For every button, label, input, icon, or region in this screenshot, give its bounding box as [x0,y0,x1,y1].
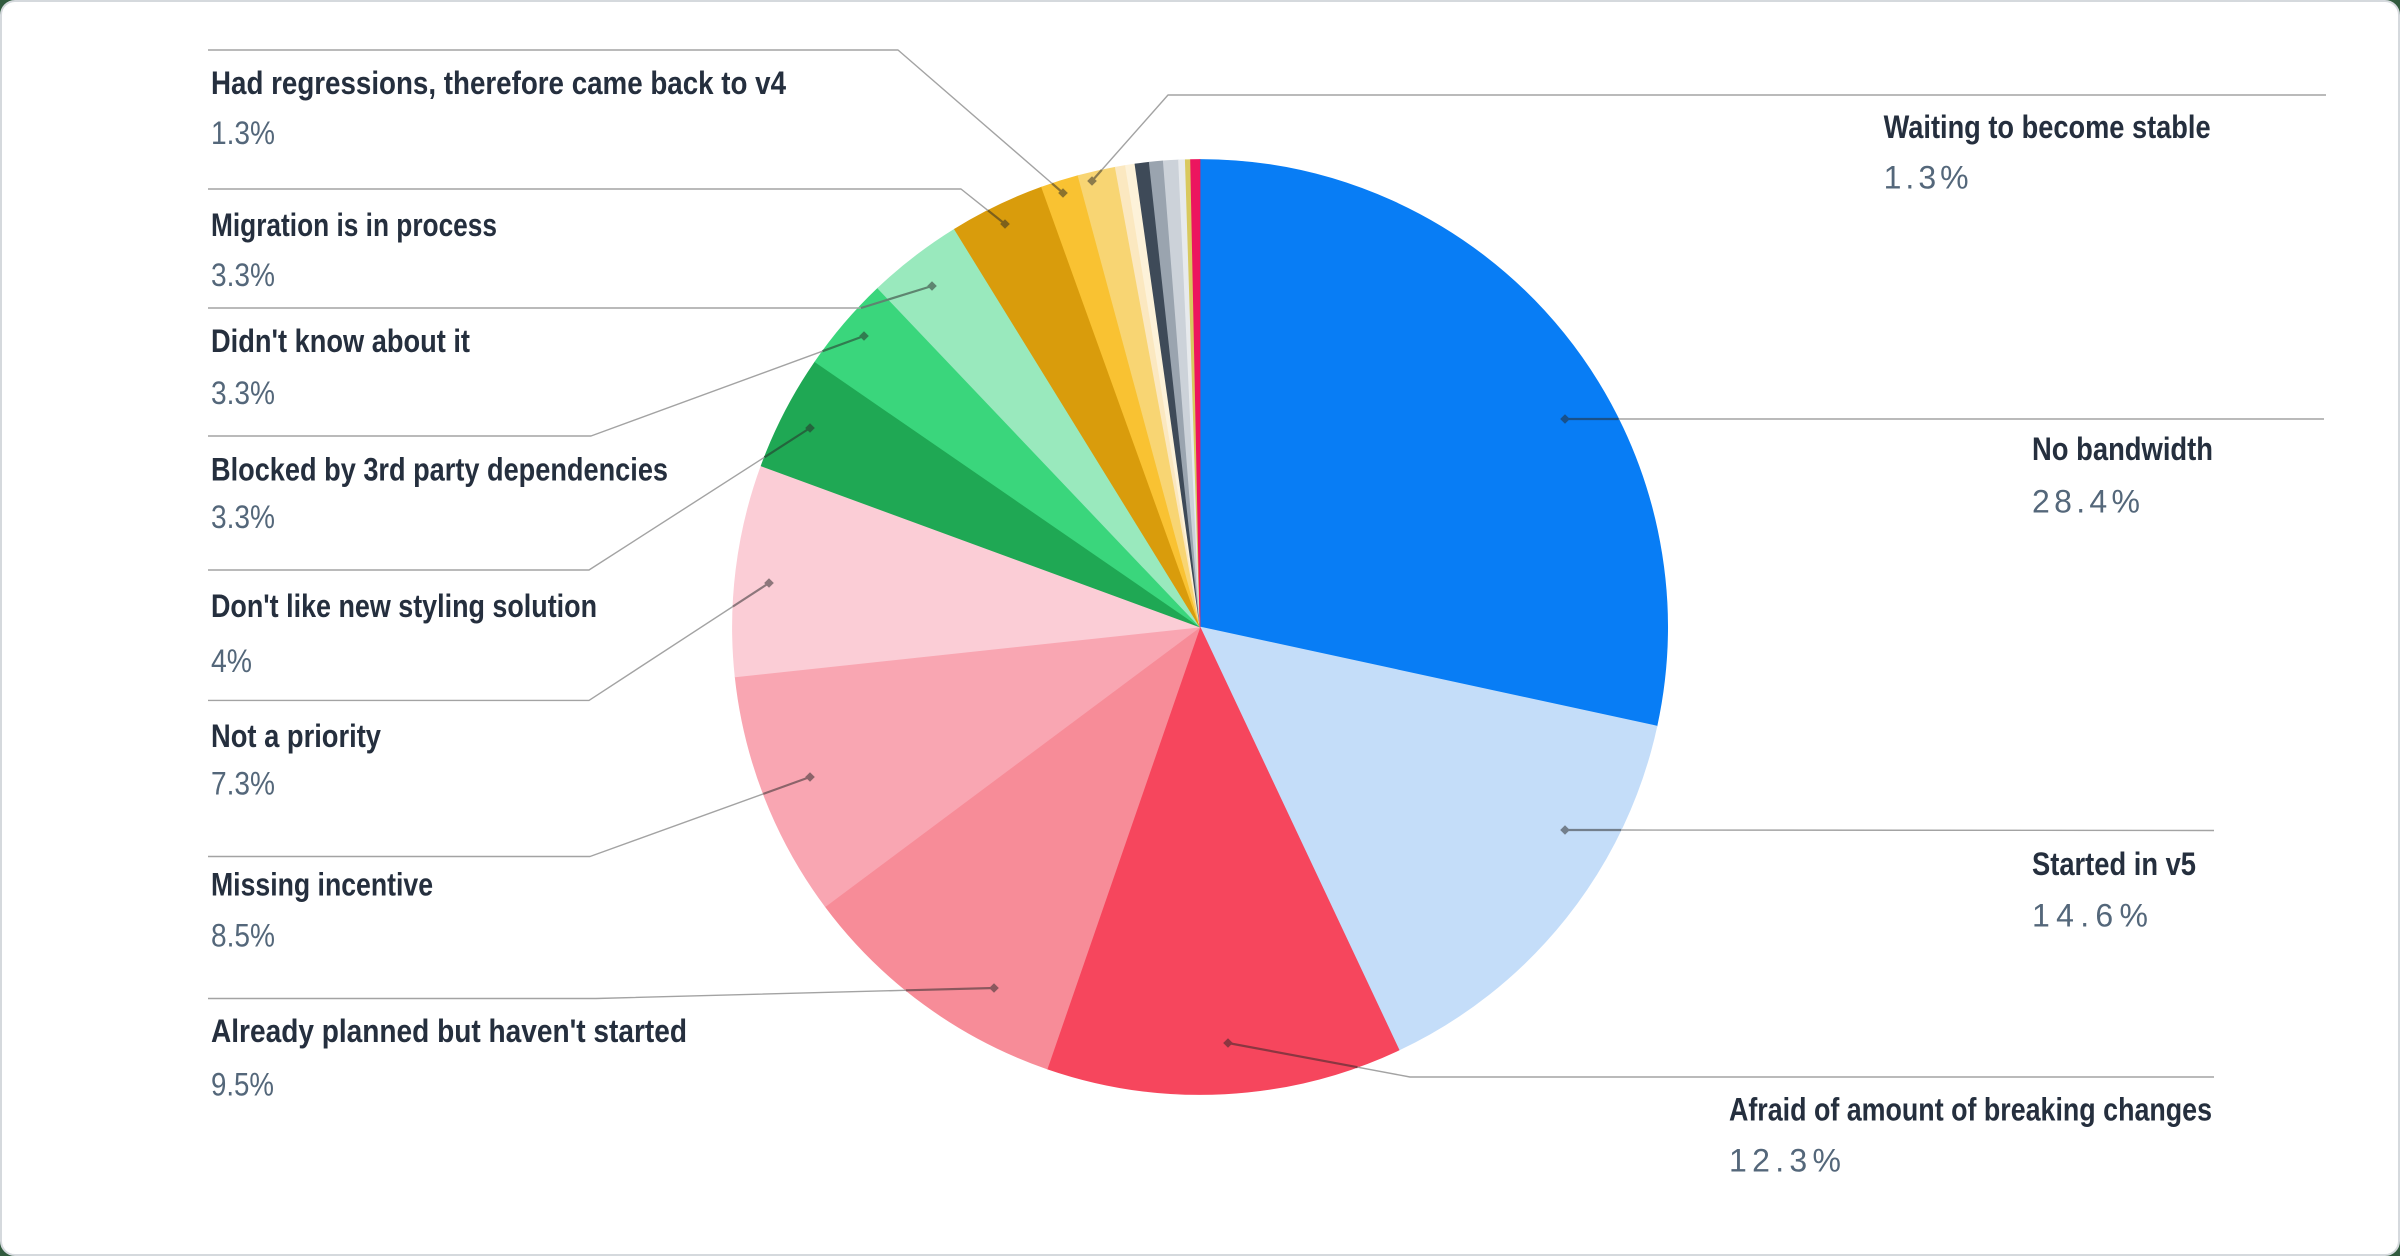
svg-text:28.4%: 28.4% [2032,483,2140,519]
svg-text:Waiting to become stable: Waiting to become stable [1884,109,2211,145]
svg-text:Started in v5: Started in v5 [2032,846,2196,882]
svg-text:Missing incentive: Missing incentive [211,866,433,902]
svg-text:9.5%: 9.5% [211,1066,274,1102]
svg-text:Already planned but haven't st: Already planned but haven't started [211,1013,687,1049]
svg-text:7.3%: 7.3% [211,766,275,802]
svg-text:3.3%: 3.3% [211,257,275,293]
svg-text:No bandwidth: No bandwidth [2032,431,2213,467]
svg-text:14.6%: 14.6% [2032,898,2148,934]
svg-text:Blocked by 3rd party dependenc: Blocked by 3rd party dependencies [211,451,668,487]
svg-text:Don't like new styling solutio: Don't like new styling solution [211,588,597,624]
svg-text:3.3%: 3.3% [211,375,275,411]
svg-text:Not a priority: Not a priority [211,718,381,754]
svg-text:12.3%: 12.3% [1729,1142,1841,1178]
svg-text:1.3%: 1.3% [211,115,275,151]
svg-text:Had regressions, therefore cam: Had regressions, therefore came back to … [211,65,786,101]
svg-text:Didn't know about it: Didn't know about it [211,323,470,359]
svg-text:8.5%: 8.5% [211,918,275,954]
svg-text:4%: 4% [211,643,252,679]
svg-text:Migration is in process: Migration is in process [211,207,497,243]
svg-text:Afraid of amount of breaking c: Afraid of amount of breaking changes [1729,1092,2212,1128]
svg-text:1.3%: 1.3% [1884,159,1969,195]
svg-text:3.3%: 3.3% [211,499,275,535]
